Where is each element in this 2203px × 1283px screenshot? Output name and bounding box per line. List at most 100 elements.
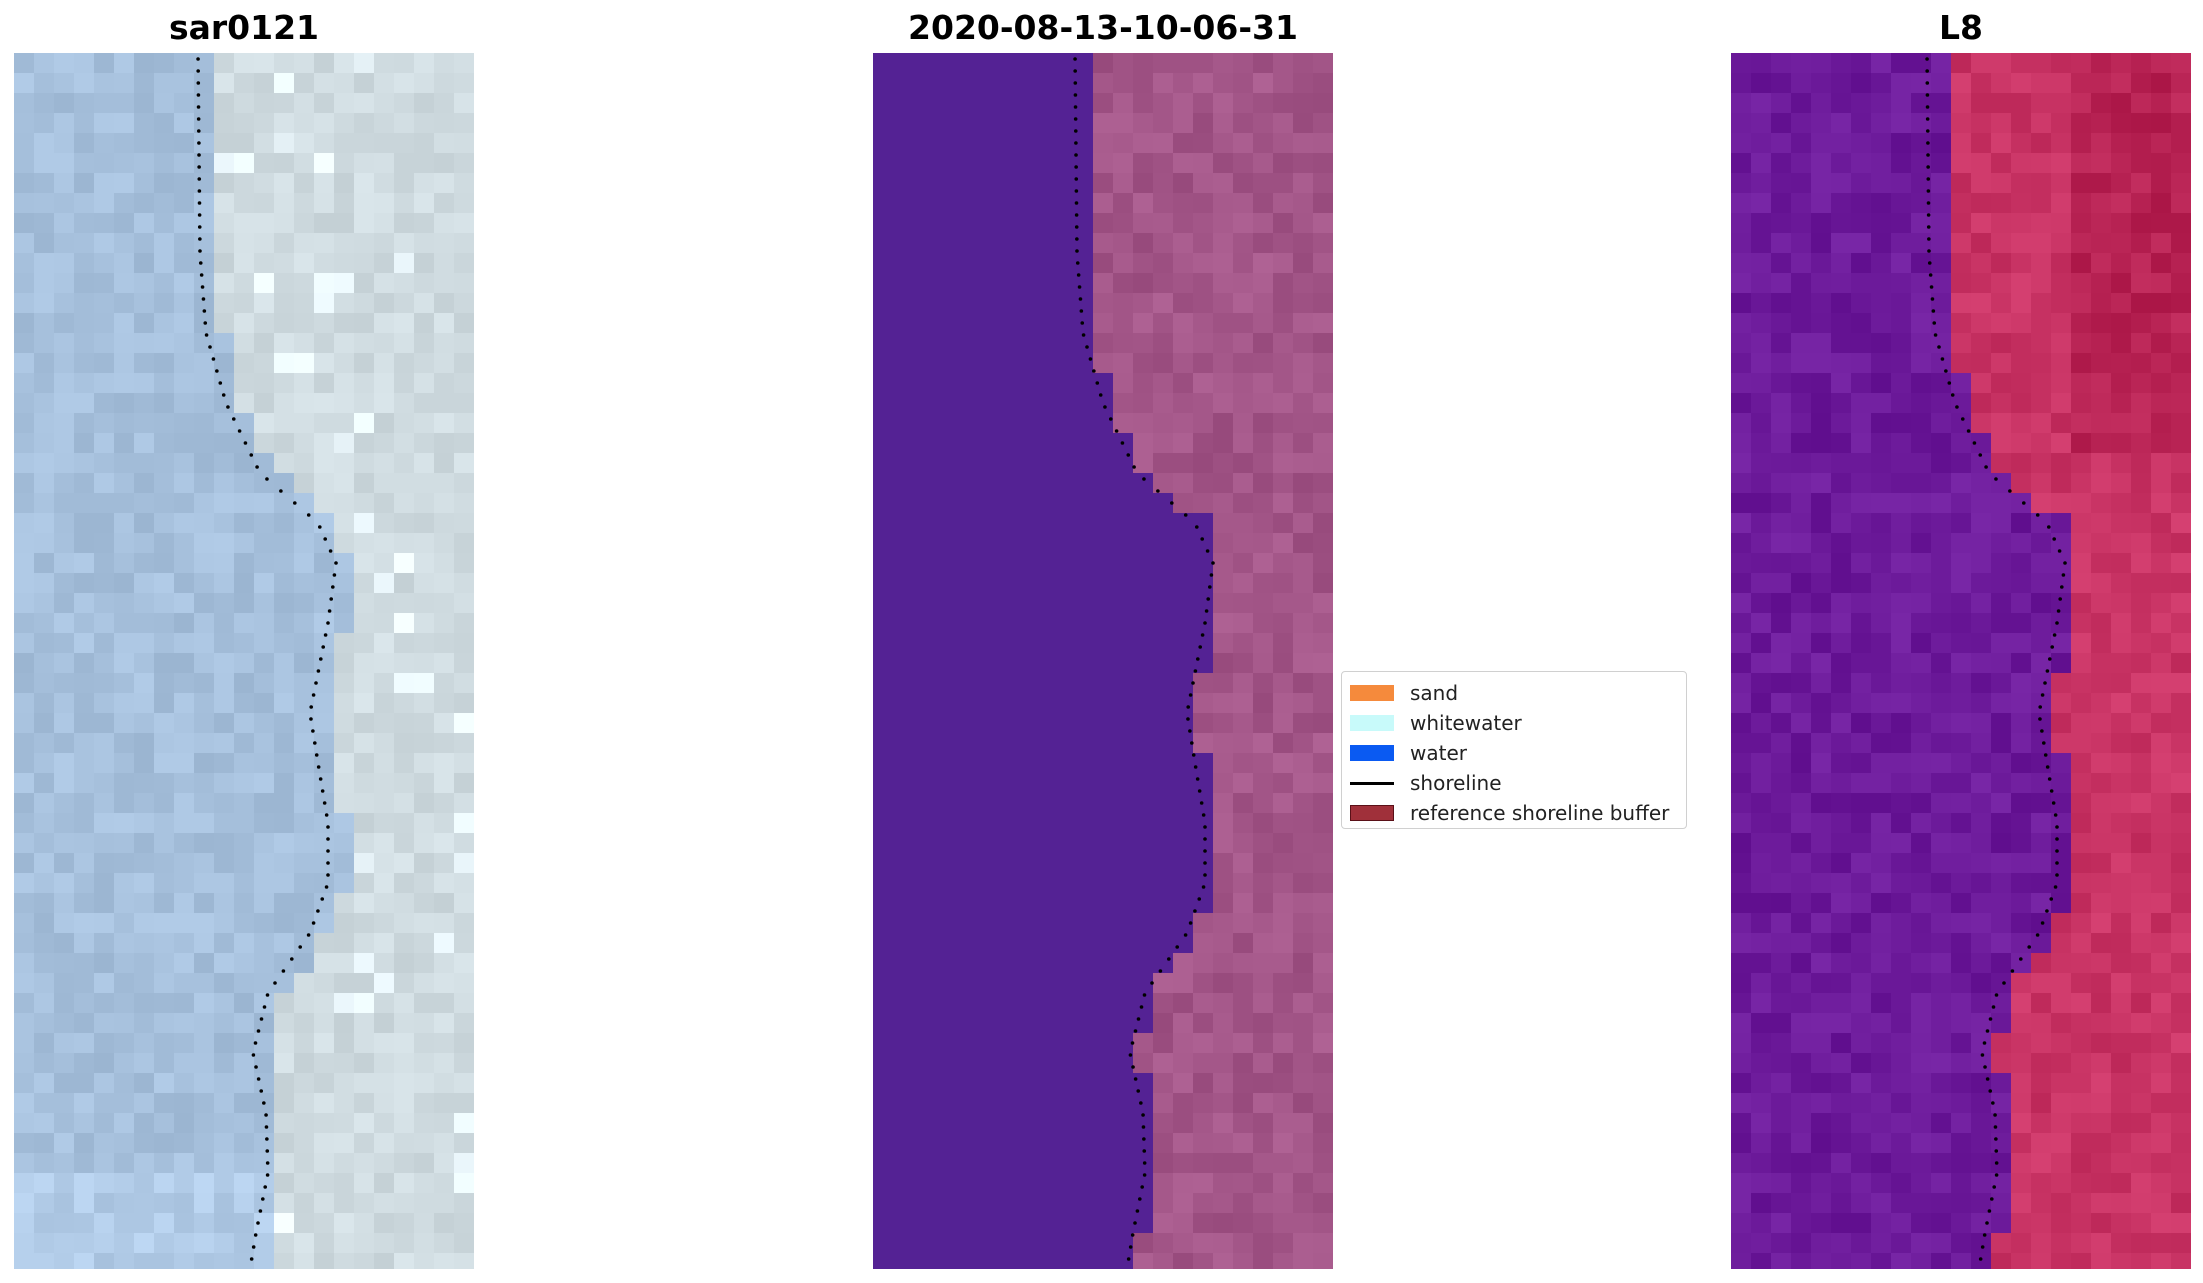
water-pixel bbox=[134, 473, 154, 493]
sand-pixel bbox=[454, 493, 474, 513]
land-pixel bbox=[2051, 1093, 2071, 1113]
shoreline-dot bbox=[251, 1053, 256, 1057]
land-pixel bbox=[1093, 173, 1113, 193]
water-pixel bbox=[1951, 373, 1971, 393]
water-pixel bbox=[194, 293, 214, 313]
water-pixel bbox=[294, 833, 314, 853]
water-pixel bbox=[1991, 873, 2011, 893]
land-pixel bbox=[2131, 1213, 2151, 1233]
water-pixel bbox=[1991, 733, 2011, 753]
sand-pixel bbox=[354, 593, 374, 613]
water-pixel bbox=[14, 213, 34, 233]
land-pixel bbox=[1293, 373, 1313, 393]
water-pixel bbox=[194, 393, 214, 413]
sand-pixel bbox=[334, 1073, 354, 1093]
water-pixel bbox=[1771, 673, 1791, 693]
water-pixel bbox=[1791, 673, 1811, 693]
water-pixel bbox=[1771, 1173, 1791, 1193]
water-pixel bbox=[1931, 633, 1951, 653]
sand-pixel bbox=[334, 493, 354, 513]
sand-pixel bbox=[414, 693, 434, 713]
water-pixel bbox=[893, 633, 913, 653]
land-pixel bbox=[1273, 453, 1293, 473]
water-pixel bbox=[1033, 1033, 1053, 1053]
sand-pixel bbox=[414, 233, 434, 253]
water-pixel bbox=[1731, 313, 1751, 333]
water-pixel bbox=[1093, 953, 1113, 973]
water-pixel bbox=[154, 173, 174, 193]
water-pixel bbox=[1851, 53, 1871, 73]
sand-pixel bbox=[234, 93, 254, 113]
land-pixel bbox=[2051, 1053, 2071, 1073]
water-pixel bbox=[174, 93, 194, 113]
land-pixel bbox=[1153, 1053, 1173, 1073]
water-pixel bbox=[1193, 873, 1213, 893]
water-pixel bbox=[274, 873, 294, 893]
water-pixel bbox=[114, 1193, 134, 1213]
land-pixel bbox=[1253, 833, 1273, 853]
water-pixel bbox=[893, 213, 913, 233]
sand-pixel bbox=[334, 293, 354, 313]
water-pixel bbox=[1991, 1013, 2011, 1033]
land-pixel bbox=[2111, 433, 2131, 453]
shoreline-dot bbox=[1201, 885, 1206, 889]
sand-pixel bbox=[414, 113, 434, 133]
land-pixel bbox=[1313, 493, 1333, 513]
land-pixel bbox=[1991, 213, 2011, 233]
land-pixel bbox=[2131, 753, 2151, 773]
land-pixel bbox=[1213, 1233, 1233, 1253]
water-pixel bbox=[1951, 773, 1971, 793]
shoreline-dot bbox=[2048, 657, 2052, 661]
sand-pixel bbox=[274, 1213, 294, 1233]
water-pixel bbox=[1751, 1053, 1771, 1073]
water-pixel bbox=[993, 1013, 1013, 1033]
sand-pixel bbox=[434, 853, 454, 873]
water-pixel bbox=[74, 673, 94, 693]
sand-pixel bbox=[434, 973, 454, 993]
shoreline-dot bbox=[1156, 489, 1160, 493]
water-pixel bbox=[34, 1113, 54, 1133]
water-pixel bbox=[1971, 793, 1991, 813]
water-pixel bbox=[54, 113, 74, 133]
land-pixel bbox=[2111, 913, 2131, 933]
water-pixel bbox=[234, 653, 254, 673]
sand-pixel bbox=[434, 413, 454, 433]
water-pixel bbox=[1851, 913, 1871, 933]
land-pixel bbox=[1313, 613, 1333, 633]
water-pixel bbox=[1951, 1013, 1971, 1033]
sand-pixel bbox=[414, 333, 434, 353]
land-pixel bbox=[1253, 173, 1273, 193]
sand-pixel bbox=[334, 1193, 354, 1213]
water-pixel bbox=[1911, 193, 1931, 213]
sand-pixel bbox=[414, 793, 434, 813]
land-pixel bbox=[1193, 73, 1213, 93]
water-pixel bbox=[34, 753, 54, 773]
shoreline-dot bbox=[1183, 513, 1188, 517]
sand-pixel bbox=[374, 993, 394, 1013]
shoreline-dot bbox=[2042, 741, 2046, 745]
water-pixel bbox=[54, 1113, 74, 1133]
water-pixel bbox=[234, 613, 254, 633]
water-pixel bbox=[1871, 993, 1891, 1013]
water-pixel bbox=[1751, 1113, 1771, 1133]
sand-pixel bbox=[434, 113, 454, 133]
water-pixel bbox=[1073, 833, 1093, 853]
land-pixel bbox=[1273, 393, 1293, 413]
water-pixel bbox=[1911, 213, 1931, 233]
water-pixel bbox=[14, 833, 34, 853]
water-pixel bbox=[893, 273, 913, 293]
water-pixel bbox=[254, 993, 274, 1013]
water-pixel bbox=[54, 173, 74, 193]
water-pixel bbox=[933, 1053, 953, 1073]
shoreline-dot bbox=[309, 717, 313, 721]
sand-pixel bbox=[394, 133, 414, 153]
water-pixel bbox=[913, 153, 933, 173]
water-pixel bbox=[254, 633, 274, 653]
water-pixel bbox=[1093, 813, 1113, 833]
water-pixel bbox=[1911, 813, 1931, 833]
shoreline-dot bbox=[1994, 477, 1998, 481]
sand-pixel bbox=[454, 573, 474, 593]
land-pixel bbox=[1153, 1253, 1173, 1269]
land-pixel bbox=[2091, 373, 2111, 393]
water-pixel bbox=[1931, 913, 1951, 933]
